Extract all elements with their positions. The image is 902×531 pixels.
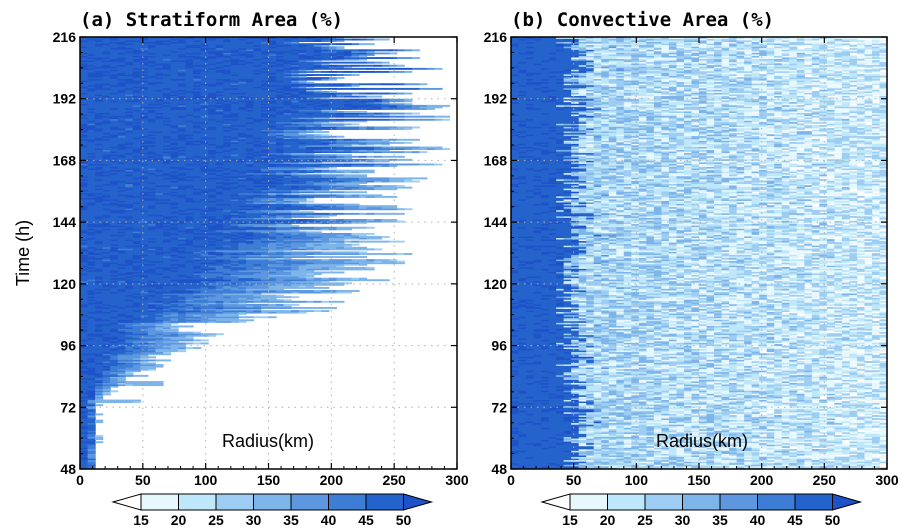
x-tick-label-a-50: 50 (135, 472, 151, 488)
y-tick-label-b-192: 192 (484, 91, 508, 107)
colorbar-a-box-5 (328, 493, 367, 511)
x-tick-label-a-250: 250 (382, 472, 406, 488)
colorbar-a-box-0 (140, 493, 179, 511)
y-tick-label-b-72: 72 (491, 399, 507, 415)
colorbar-a-label-15: 15 (133, 512, 149, 528)
x-tick-label-b-200: 200 (750, 472, 774, 488)
colorbar-a-box-3 (253, 493, 292, 511)
colorbar-b-low-extend (540, 493, 571, 511)
y-axis-label: Time (h) (13, 220, 33, 286)
x-tick-label-b-250: 250 (813, 472, 837, 488)
x-tick-label-a-100: 100 (194, 472, 218, 488)
colorbar-b-box-3 (682, 493, 721, 511)
colorbar-a-high-extend (403, 493, 434, 511)
x-tick-label-a-200: 200 (320, 472, 344, 488)
y-tick-label-b-96: 96 (491, 338, 507, 354)
colorbar-a-label-35: 35 (283, 512, 299, 528)
y-tick-label-a-120: 120 (53, 276, 77, 292)
x-tick-label-a-300: 300 (445, 472, 469, 488)
axis-ticks-a: 0 50 100 150 200 250 300 48 72 96 120 144 168 192 216 (53, 29, 469, 488)
colorbar-b: 15 20 25 30 35 40 45 50 (540, 493, 863, 528)
colorbar-a-box-6 (365, 493, 404, 511)
y-tick-label-b-168: 168 (484, 152, 508, 168)
colorbar-b-box-5 (757, 493, 796, 511)
x-tick-label-b-100: 100 (625, 472, 649, 488)
colorbar-b-label-40: 40 (750, 512, 766, 528)
colorbar-a-label-25: 25 (208, 512, 224, 528)
x-axis-label-b: Radius(km) (656, 431, 748, 451)
colorbar-a-box-2 (215, 493, 254, 511)
colorbar-a-box-1 (178, 493, 217, 511)
y-tick-label-a-96: 96 (60, 338, 76, 354)
colorbar-a-low-extend (111, 493, 142, 511)
y-tick-label-a-168: 168 (53, 152, 77, 168)
colorbar-b-label-35: 35 (712, 512, 728, 528)
y-tick-label-b-144: 144 (484, 214, 508, 230)
panel-a-title: (a) Stratiform Area (%) (80, 9, 343, 31)
y-tick-label-a-144: 144 (53, 214, 77, 230)
x-tick-label-b-0: 0 (507, 472, 515, 488)
x-tick-label-b-50: 50 (566, 472, 582, 488)
colorbar-b-label-20: 20 (600, 512, 616, 528)
colorbar-a-label-40: 40 (321, 512, 337, 528)
panel-b-title: (b) Convective Area (%) (511, 9, 774, 31)
colorbar-b-high-extend (832, 493, 863, 511)
colorbar-b-label-50: 50 (825, 512, 841, 528)
x-axis-label-a: Radius(km) (222, 431, 314, 451)
colorbar-a-label-50: 50 (396, 512, 412, 528)
panel-stratiform: (a) Stratiform Area (%) 0 50 100 150 200 250 3… (13, 9, 469, 488)
grid-convective (511, 37, 887, 469)
y-tick-label-a-216: 216 (53, 29, 77, 45)
colorbar-b-label-30: 30 (675, 512, 691, 528)
colorbar-b-label-25: 25 (637, 512, 653, 528)
x-tick-label-a-150: 150 (257, 472, 281, 488)
colorbar-b-box-6 (794, 493, 833, 511)
colorbar-a-label-30: 30 (246, 512, 262, 528)
y-tick-label-b-216: 216 (484, 29, 508, 45)
axis-ticks-b: 0 50 100 150 200 250 300 48 72 96 120 144 168 192 216 (484, 29, 899, 488)
y-tick-label-a-48: 48 (60, 461, 76, 477)
colorbar-b-box-2 (644, 493, 683, 511)
y-tick-label-b-48: 48 (491, 461, 507, 477)
colorbar-b-box-4 (719, 493, 758, 511)
y-tick-label-a-192: 192 (53, 91, 77, 107)
y-tick-label-b-120: 120 (484, 276, 508, 292)
colorbar-a: 15 20 25 30 35 40 45 50 (111, 493, 434, 528)
grid-stratiform (80, 37, 457, 469)
x-tick-label-a-0: 0 (76, 472, 84, 488)
x-tick-label-b-300: 300 (875, 472, 899, 488)
colorbar-b-label-15: 15 (562, 512, 578, 528)
panel-convective: (b) Convective Area (%) 0 50 100 150 200 250 3… (484, 9, 899, 488)
colorbar-a-box-4 (290, 493, 329, 511)
colorbar-b-box-1 (607, 493, 646, 511)
colorbar-a-label-45: 45 (358, 512, 374, 528)
y-tick-label-a-72: 72 (60, 399, 76, 415)
colorbar-b-label-45: 45 (787, 512, 803, 528)
colorbar-b-box-0 (569, 493, 608, 511)
colorbar-a-label-20: 20 (171, 512, 187, 528)
x-tick-label-b-150: 150 (687, 472, 711, 488)
